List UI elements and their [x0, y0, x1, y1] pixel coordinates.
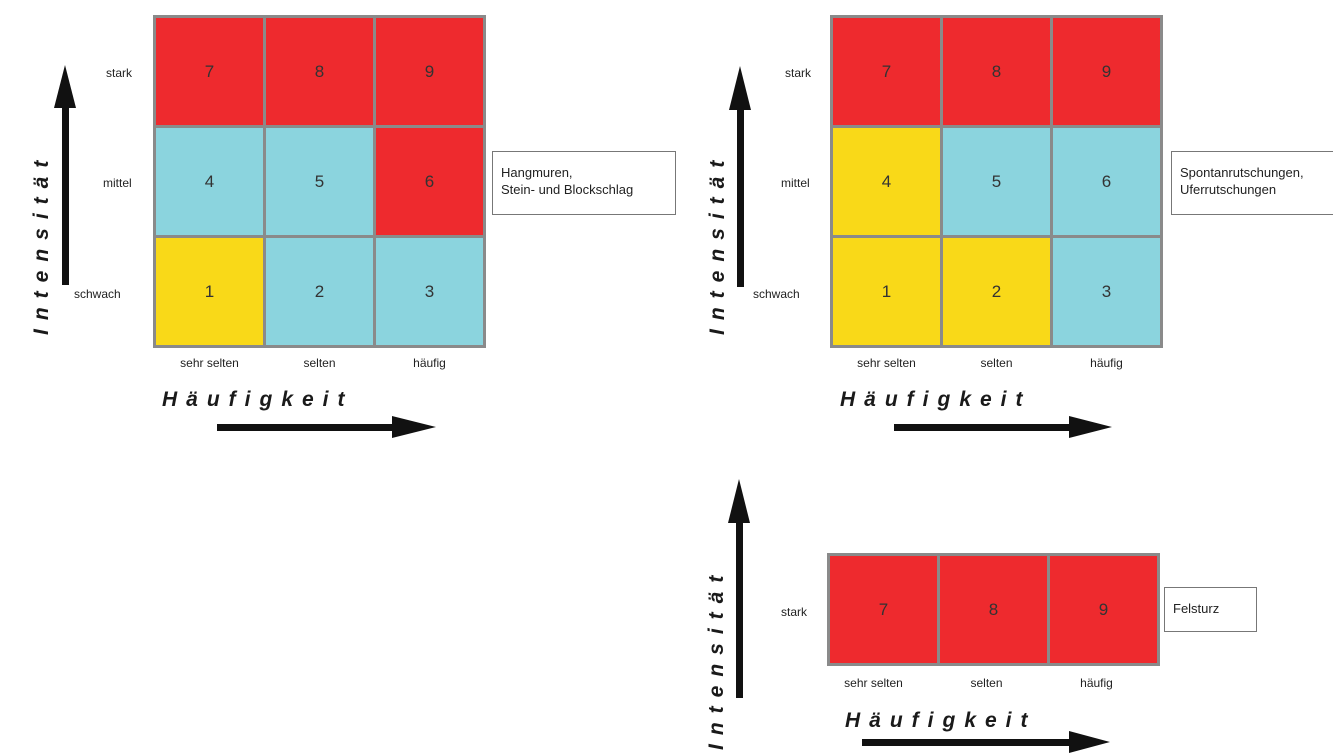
intensity-arrow-shaft	[737, 107, 744, 287]
legend-box: Spontanrutschungen, Uferrutschungen	[1171, 151, 1333, 215]
intensity-arrow-shaft	[736, 520, 743, 698]
row-label: mittel	[781, 176, 810, 190]
matrix-cell: 3	[373, 235, 486, 348]
matrix-cell: 8	[937, 553, 1050, 666]
frequency-arrow-shaft	[217, 424, 395, 431]
matrix-cell: 7	[830, 15, 943, 128]
legend-line: Spontanrutschungen,	[1180, 165, 1304, 180]
legend-line: Uferrutschungen	[1180, 182, 1277, 197]
col-label: häufig	[413, 356, 446, 370]
frequency-arrow-head	[392, 416, 436, 438]
matrix-cell: 9	[1050, 15, 1163, 128]
matrix-cell: 6	[1050, 125, 1163, 238]
matrix-cell: 4	[830, 125, 943, 238]
row-label: schwach	[753, 287, 800, 301]
col-label: sehr selten	[857, 356, 916, 370]
matrix-cell: 5	[263, 125, 376, 238]
y-axis-title: Intensität	[706, 151, 729, 335]
col-label: sehr selten	[844, 676, 903, 690]
intensity-arrow-head	[729, 66, 751, 110]
col-label: häufig	[1080, 676, 1113, 690]
row-label: schwach	[74, 287, 121, 301]
x-axis-title: Häufigkeit	[162, 388, 354, 411]
matrix-cell: 1	[153, 235, 266, 348]
matrix-cell: 6	[373, 125, 486, 238]
matrix-cell: 7	[153, 15, 266, 128]
x-axis-title: Häufigkeit	[845, 709, 1037, 732]
col-label: selten	[303, 356, 336, 370]
matrix-cell: 7	[827, 553, 940, 666]
matrix-cell: 9	[1047, 553, 1160, 666]
legend-box: Hangmuren, Stein- und Blockschlag	[492, 151, 676, 215]
col-label: selten	[970, 676, 1003, 690]
matrix-cell: 1	[830, 235, 943, 348]
y-axis-title: Intensität	[705, 566, 728, 750]
matrix-cell: 4	[153, 125, 266, 238]
legend-line: Stein- und Blockschlag	[501, 182, 634, 197]
intensity-arrow-head	[728, 479, 750, 523]
matrix-cell: 9	[373, 15, 486, 128]
col-label: selten	[980, 356, 1013, 370]
row-label: stark	[781, 605, 808, 619]
col-label: häufig	[1090, 356, 1123, 370]
matrix-cell: 3	[1050, 235, 1163, 348]
frequency-arrow-head	[1069, 731, 1110, 753]
matrix-cell: 5	[940, 125, 1053, 238]
legend-box: Felsturz	[1164, 587, 1257, 632]
legend-line: Felsturz	[1173, 601, 1220, 616]
frequency-arrow-head	[1069, 416, 1112, 438]
legend-line: Hangmuren,	[501, 165, 573, 180]
matrix-cell: 2	[940, 235, 1053, 348]
frequency-arrow-shaft	[862, 739, 1072, 746]
row-label: mittel	[103, 176, 132, 190]
col-label: sehr selten	[180, 356, 239, 370]
x-axis-title: Häufigkeit	[840, 388, 1032, 411]
frequency-arrow-shaft	[894, 424, 1072, 431]
matrix-cell: 8	[263, 15, 376, 128]
row-label: stark	[785, 66, 812, 80]
matrix-cell: 2	[263, 235, 376, 348]
matrix-cell: 8	[940, 15, 1053, 128]
y-axis-title: Intensität	[30, 151, 53, 335]
row-label: stark	[106, 66, 133, 80]
intensity-arrow-head	[54, 65, 76, 108]
intensity-arrow-shaft	[62, 105, 69, 285]
